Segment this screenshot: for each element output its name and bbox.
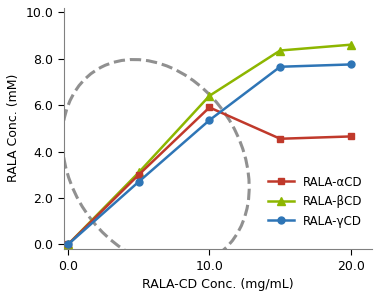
RALA-βCD [207, 94, 212, 97]
Legend: RALA-αCD, RALA-βCD, RALA-γCD: RALA-αCD, RALA-βCD, RALA-γCD [264, 172, 366, 231]
RALA-γCD [278, 65, 282, 69]
RALA-βCD [349, 43, 353, 46]
Y-axis label: RALA Conc. (mM): RALA Conc. (mM) [7, 74, 20, 182]
RALA-αCD [66, 243, 70, 246]
RALA-βCD [136, 171, 141, 174]
RALA-γCD [66, 243, 70, 246]
RALA-αCD [349, 135, 353, 138]
RALA-βCD [66, 243, 70, 246]
Line: RALA-γCD: RALA-γCD [64, 61, 354, 248]
X-axis label: RALA-CD Conc. (mg/mL): RALA-CD Conc. (mg/mL) [142, 278, 294, 291]
Line: RALA-αCD: RALA-αCD [64, 104, 354, 248]
RALA-αCD [278, 137, 282, 141]
Line: RALA-βCD: RALA-βCD [64, 41, 355, 248]
RALA-γCD [207, 118, 212, 122]
RALA-αCD [136, 173, 141, 176]
RALA-βCD [278, 49, 282, 52]
RALA-γCD [349, 63, 353, 66]
RALA-αCD [207, 105, 212, 109]
RALA-γCD [136, 180, 141, 184]
